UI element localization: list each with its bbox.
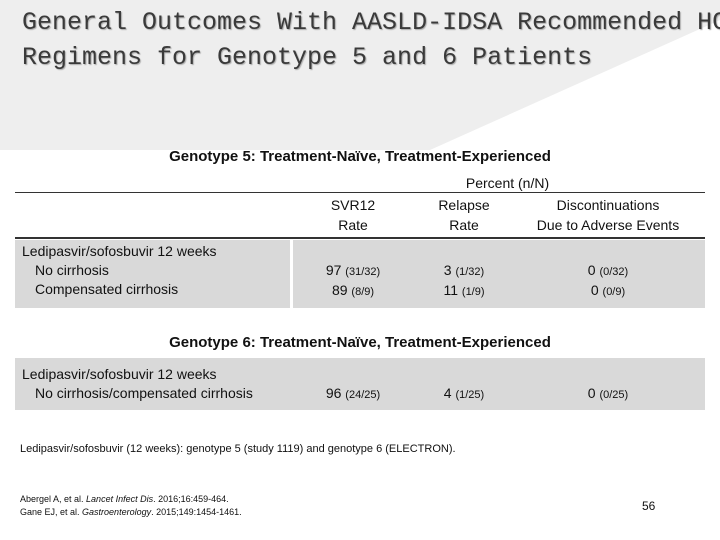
subgroup: No cirrhosis/compensated cirrhosis	[35, 385, 253, 401]
reference-part: . 2016;16:459-464.	[153, 494, 229, 504]
reference: Abergel A, et al. Lancet Infect Dis. 201…	[20, 493, 242, 506]
column-header: SVR12 Rate	[330, 197, 376, 233]
subgroup: Compensated cirrhosis	[35, 281, 179, 297]
cell-value: 97	[325, 262, 342, 278]
row-bg	[15, 358, 705, 410]
cell-count: (0/32)	[599, 266, 629, 278]
column-header: Discontinuations Due to Adverse Events	[536, 197, 680, 233]
reference-part: Abergel A, et al.	[20, 494, 87, 504]
reference-part: Gane EJ, et al.	[20, 507, 83, 517]
cell: 0 (0/25)	[558, 383, 658, 405]
cell-value: 89	[331, 282, 348, 298]
cell-count: (24/25)	[345, 389, 381, 401]
cell: 89 (8/9)	[303, 280, 403, 302]
regimen: Ledipasvir/sofosbuvir 12 weeks	[22, 243, 217, 259]
cell-count: (8/9)	[351, 286, 375, 298]
section-heading: Genotype 5: Treatment-Naïve, Treatment-E…	[169, 148, 551, 165]
cell: 0 (0/9)	[558, 280, 658, 302]
reference-part: . 2015;149:1454-1461.	[151, 507, 242, 517]
cell: 97 (31/32)	[303, 260, 403, 282]
cell-count: (31/32)	[345, 266, 381, 278]
reference: Gane EJ, et al. Gastroenterology. 2015;1…	[20, 506, 242, 519]
cell-value: 0	[587, 385, 596, 401]
cell-value: 0	[587, 262, 596, 278]
reference-part: Gastroenterology	[82, 507, 152, 517]
references: Abergel A, et al. Lancet Infect Dis. 201…	[20, 493, 242, 519]
regimen: Ledipasvir/sofosbuvir 12 weeks	[22, 366, 217, 382]
group-header: Percent (n/N)	[465, 175, 550, 191]
cell-value: 11	[443, 282, 459, 298]
cell: 11 (1/9)	[414, 280, 514, 302]
cell-count: (0/9)	[602, 286, 626, 298]
page-number: 56	[642, 499, 656, 513]
cell-value: 4	[443, 385, 452, 401]
cell-value: 3	[443, 262, 452, 278]
cell-count: (1/32)	[455, 266, 485, 278]
cell-count: (1/9)	[461, 286, 485, 298]
section-heading: Genotype 6: Treatment-Naïve, Treatment-E…	[169, 334, 551, 351]
row-bg	[293, 240, 705, 308]
cell-value: 96	[325, 385, 342, 401]
cell: 3 (1/32)	[414, 260, 514, 282]
footnote: Ledipasvir/sofosbuvir (12 weeks): genoty…	[20, 443, 456, 455]
cell: 96 (24/25)	[303, 383, 403, 405]
cell: 0 (0/32)	[558, 260, 658, 282]
column-header: Relapse Rate	[438, 197, 490, 233]
cell-value: 0	[590, 282, 599, 298]
title-line: Regimens for Genotype 5 and 6 Patients	[22, 43, 593, 72]
rule	[15, 192, 705, 193]
cell-count: (0/25)	[599, 389, 629, 401]
row-bg	[15, 240, 290, 308]
rule	[15, 237, 705, 239]
cell: 4 (1/25)	[414, 383, 514, 405]
cell-count: (1/25)	[455, 389, 485, 401]
title-line: General Outcomes With AASLD-IDSA Recomme…	[22, 8, 720, 37]
subgroup: No cirrhosis	[35, 262, 109, 278]
reference-part: Lancet Infect Dis	[86, 494, 154, 504]
